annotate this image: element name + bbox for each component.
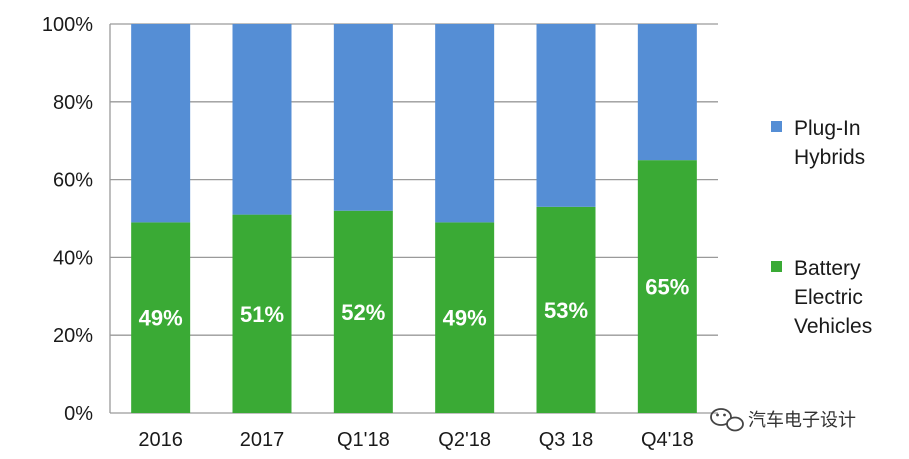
y-tick-label: 20% [53, 325, 93, 347]
legend-label: Hybrids [794, 146, 865, 169]
bar-plug-in-hybrid [131, 24, 191, 223]
data-label: 53% [544, 298, 588, 323]
x-tick-label: Q2'18 [438, 429, 491, 451]
legend-swatch [771, 121, 782, 132]
data-label: 51% [240, 302, 284, 327]
data-label: 49% [443, 306, 487, 331]
watermark-text: 汽车电子设计 [748, 410, 856, 431]
data-label: 52% [341, 300, 385, 325]
x-tick-label: 2016 [138, 429, 183, 451]
data-label: 65% [645, 275, 689, 300]
bars: 49% 51% 52% 49% 53% 65% [131, 24, 697, 413]
bar-battery-electric [435, 222, 495, 413]
y-tick-label: 0% [64, 403, 93, 425]
bar-plug-in-hybrid [232, 24, 292, 215]
bar-battery-electric [637, 160, 697, 413]
x-tick-label: Q4'18 [641, 429, 694, 451]
bar-battery-electric [232, 214, 292, 413]
bar-plug-in-hybrid [637, 24, 697, 161]
y-tick-label: 60% [53, 170, 93, 192]
y-tick-label: 80% [53, 92, 93, 114]
legend-label: Plug-In [794, 117, 861, 140]
legend-label: Vehicles [794, 315, 872, 338]
bar-battery-electric [536, 206, 596, 413]
y-tick-label: 100% [42, 14, 93, 36]
legend: Plug-In Hybrids Battery Electric Vehicles [771, 117, 872, 338]
legend-label: Battery [794, 257, 861, 280]
x-tick-label: 2017 [240, 429, 285, 451]
bar-plug-in-hybrid [333, 24, 393, 211]
x-tick-label: Q1'18 [337, 429, 390, 451]
gridlines [109, 23, 718, 414]
legend-label: Electric [794, 286, 863, 309]
y-tick-label: 40% [53, 247, 93, 269]
bar-plug-in-hybrid [435, 24, 495, 223]
data-label: 49% [139, 306, 183, 331]
bar-battery-electric [131, 222, 191, 413]
legend-swatch [771, 261, 782, 272]
x-axis: 2016 2017 Q1'18 Q2'18 Q3 18 Q4'18 [138, 429, 693, 451]
bar-battery-electric [333, 210, 393, 413]
y-axis: 0% 20% 40% 60% 80% 100% [42, 14, 93, 425]
wechat-icon [710, 408, 744, 432]
watermark: 汽车电子设计 [710, 408, 856, 432]
bar-plug-in-hybrid [536, 24, 596, 207]
x-tick-label: Q3 18 [539, 429, 593, 451]
